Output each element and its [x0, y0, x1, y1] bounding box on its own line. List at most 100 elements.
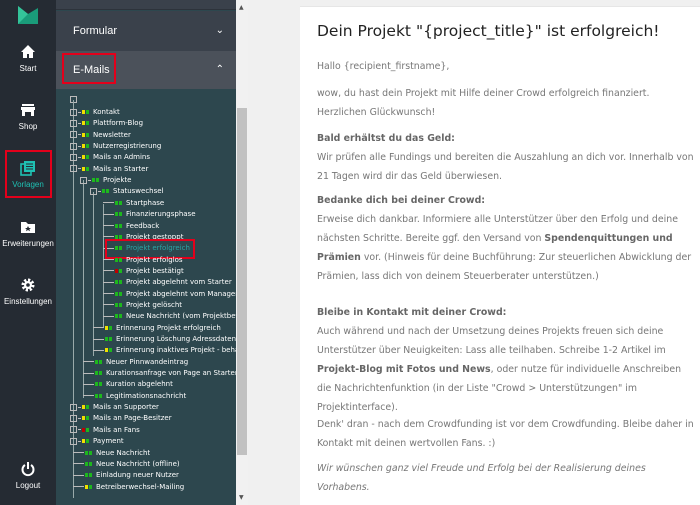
section-formular[interactable]: Formular ⌄: [56, 11, 236, 51]
tree-item[interactable]: Mails an Supporter: [70, 402, 159, 413]
status-indicator-icon: [82, 155, 85, 160]
tree-item[interactable]: Projekte: [80, 175, 131, 186]
expand-icon[interactable]: [70, 414, 77, 422]
tree-item[interactable]: Plattform-Blog: [70, 118, 143, 129]
expand-icon[interactable]: [70, 426, 77, 434]
panel-scrollbar[interactable]: ▲ ▼: [236, 0, 248, 505]
tree-item-label: Projekt gelöscht: [126, 300, 183, 309]
tree-item-label: Neue Nachricht (vom Projektbetreuer): [126, 312, 236, 321]
tree-item[interactable]: Finanzierungsphase: [100, 209, 196, 220]
tree-item[interactable]: Einladung neuer Nutzer: [70, 470, 179, 481]
chevron-up-icon[interactable]: ⌃: [215, 64, 224, 75]
expand-icon[interactable]: [90, 187, 97, 195]
power-icon: [21, 462, 35, 477]
expand-icon[interactable]: [80, 176, 87, 184]
tree-item[interactable]: Kurationsanfrage von Page an Starter: [80, 368, 236, 379]
tree-item[interactable]: Erinnerung Projekt erfolgreich: [90, 323, 221, 334]
tree-item[interactable]: Nutzerregistrierung: [70, 141, 161, 152]
tree-item-label: Neue Nachricht: [96, 448, 151, 457]
expand-icon[interactable]: [70, 165, 77, 173]
status-indicator-icon: [115, 291, 118, 296]
tree-connector: [83, 383, 94, 385]
expand-icon[interactable]: [70, 403, 77, 411]
tree-item[interactable]: Neue Nachricht (vom Projektbetreuer): [100, 311, 236, 322]
tree-item-label: Projekt erfolglos: [126, 255, 183, 264]
tree-item[interactable]: Legitimationsnachricht: [80, 391, 186, 402]
section-previous: [56, 0, 236, 10]
tree-guide-line: [103, 204, 104, 327]
tree-item[interactable]: Startphase: [100, 198, 164, 209]
tree-item[interactable]: Mails an Page-Besitzer: [70, 413, 172, 424]
tree-item[interactable]: Mails an Fans: [70, 425, 140, 436]
tree-item[interactable]: Projekt abgelehnt vom Starter: [100, 277, 232, 288]
expand-icon[interactable]: [70, 142, 77, 150]
tree-connector: [103, 247, 114, 249]
expand-icon[interactable]: [70, 153, 77, 161]
expand-icon[interactable]: [70, 108, 77, 116]
status-indicator-icon: [99, 371, 102, 376]
status-indicator-icon: [106, 189, 109, 194]
tree-item[interactable]: Statuswechsel: [90, 186, 164, 197]
tree-item[interactable]: Neue Nachricht: [70, 448, 150, 459]
tree-item[interactable]: Erinnerung Löschung Adressdaten: [90, 334, 236, 345]
tree-item[interactable]: Projekt bestätigt: [100, 266, 184, 277]
tree-item[interactable]: Feedback: [100, 221, 159, 232]
email-section-thanks: Bedanke dich bei deiner Crowd: Erweise di…: [317, 191, 697, 286]
tree-item[interactable]: Kuration abgelehnt: [80, 379, 173, 390]
tree-connector: [78, 122, 81, 124]
nav-vorlagen[interactable]: Vorlagen: [0, 160, 56, 189]
tree-item[interactable]: Erinnerung inaktives Projekt - behalten: [90, 345, 236, 356]
tree-item[interactable]: Projekt erfolglos: [100, 255, 183, 266]
tree-connector: [88, 179, 91, 181]
tree-item[interactable]: Mails an Admins: [70, 152, 150, 163]
status-indicator-icon: [109, 325, 112, 330]
tree-item-label: Neuer Pinnwandeintrag: [106, 357, 189, 366]
expand-icon[interactable]: [70, 437, 77, 445]
tree-item-label: Projekt abgelehnt vom Manager: [126, 289, 236, 298]
status-indicator-icon: [105, 325, 108, 330]
tree-item-label: Startphase: [126, 198, 165, 207]
tree-connector: [78, 417, 81, 419]
tree-item[interactable]: Projekt gelöscht: [100, 300, 182, 311]
tree-connector: [103, 315, 114, 317]
expand-icon[interactable]: [70, 119, 77, 127]
tree-item[interactable]: Neue Nachricht (offline): [70, 459, 180, 470]
status-indicator-icon: [99, 359, 102, 364]
email-preview: Dein Projekt "{project_title}" ist erfol…: [300, 6, 700, 505]
expand-icon[interactable]: [70, 131, 77, 139]
section-body: Auch während und nach der Umsetzung dein…: [317, 326, 666, 356]
tree-item[interactable]: Projekt abgelehnt vom Manager: [100, 289, 236, 300]
tree-item[interactable]: Projekt gestoppt: [100, 232, 183, 243]
tree-connector: [73, 452, 84, 453]
nav-erweiterungen[interactable]: Erweiterungen: [0, 219, 56, 248]
tree-item-label: Neue Nachricht (offline): [96, 459, 180, 468]
tree-connector: [103, 281, 114, 283]
tree-guide-line: [83, 180, 84, 398]
tree-item[interactable]: Betreiberwechsel-Mailing: [70, 482, 184, 493]
chevron-down-icon[interactable]: ⌄: [215, 25, 224, 36]
tree-item[interactable]: Mails an Starter: [70, 164, 148, 175]
tree-item-label: Einladung neuer Nutzer: [96, 471, 179, 480]
tree-connector: [93, 349, 104, 351]
status-indicator-icon: [99, 393, 102, 398]
scroll-down-arrow-icon[interactable]: ▼: [239, 494, 244, 501]
nav-einstellungen[interactable]: Einstellungen: [0, 277, 56, 306]
status-indicator-icon: [85, 473, 88, 478]
nav-label: Vorlagen: [12, 180, 44, 189]
scroll-up-arrow-icon[interactable]: ▲: [239, 4, 244, 11]
scrollbar-thumb[interactable]: [237, 108, 247, 455]
tree-item[interactable]: Payment: [70, 436, 124, 447]
status-indicator-icon: [89, 484, 92, 489]
nav-start[interactable]: Start: [0, 44, 56, 73]
section-body: Wir prüfen alle Fundings und bereiten di…: [317, 152, 694, 182]
tree-item[interactable]: Kontakt: [70, 107, 120, 118]
nav-shop[interactable]: Shop: [0, 102, 56, 131]
status-indicator-icon: [115, 268, 118, 273]
highlight-box: [105, 239, 195, 260]
tree-connector: [103, 304, 114, 306]
tree-item[interactable]: Newsletter: [70, 130, 131, 141]
tree-item[interactable]: Projekt erfolgreich: [100, 243, 190, 254]
nav-logout[interactable]: Logout: [0, 461, 56, 490]
tree-connector: [73, 463, 84, 465]
tree-item[interactable]: Neuer Pinnwandeintrag: [80, 357, 188, 368]
